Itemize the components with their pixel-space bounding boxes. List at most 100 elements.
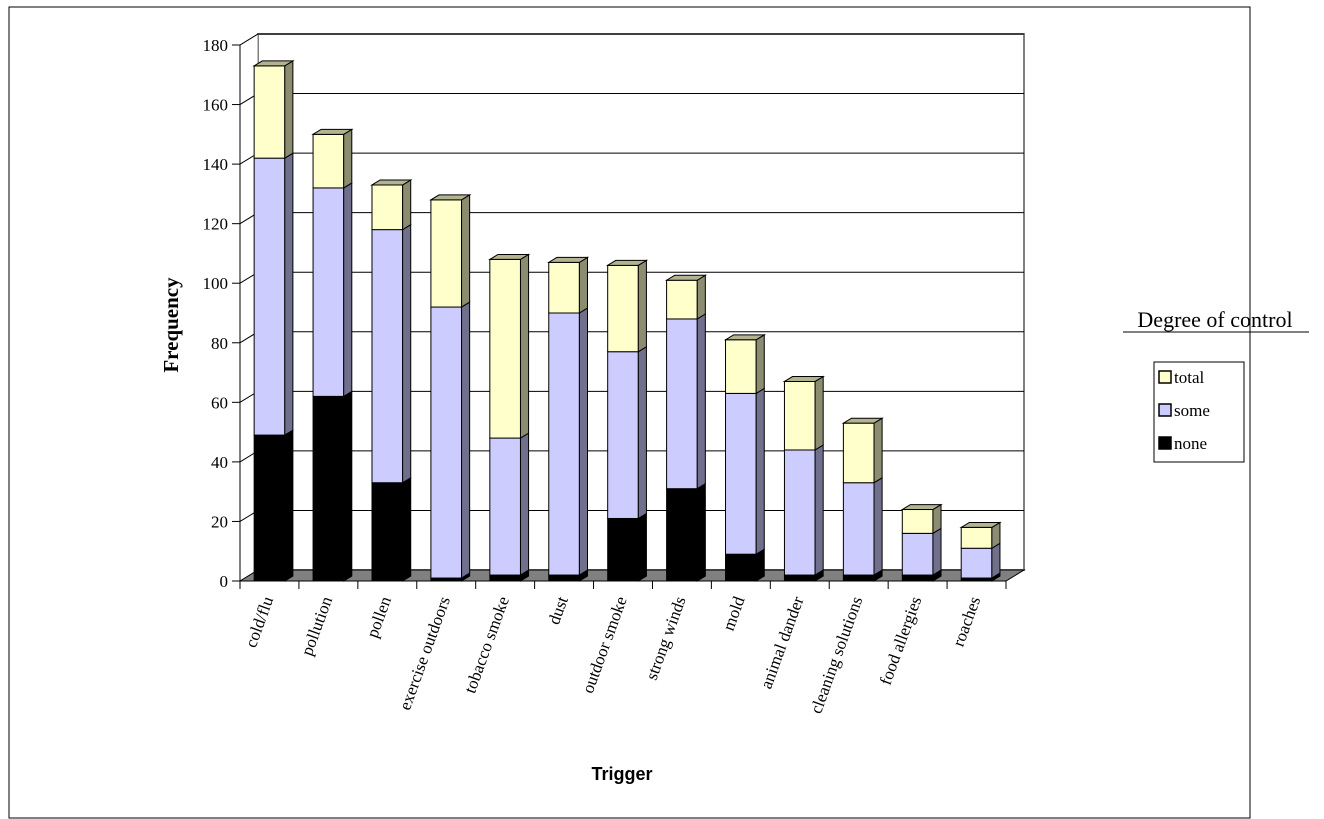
- bar-front: [783, 574, 816, 582]
- bar-side: [814, 444, 824, 576]
- legend: Degree of control total some none: [1123, 307, 1309, 463]
- bar-group: [900, 503, 943, 582]
- bar-some: [489, 432, 530, 576]
- bar-group: [959, 521, 1002, 582]
- y-tick-label: 20: [211, 512, 228, 531]
- bar-side: [873, 417, 883, 484]
- bar-some: [430, 301, 471, 579]
- bar-top: [429, 194, 472, 201]
- bar-side: [402, 179, 412, 231]
- bar-top: [605, 259, 649, 266]
- gridline: [239, 33, 1024, 46]
- bar-front: [253, 434, 286, 582]
- bar-front: [312, 133, 345, 189]
- bar-group: [546, 256, 590, 582]
- bar-total: [900, 503, 943, 535]
- y-tick-label: 180: [203, 36, 229, 55]
- bar-front: [371, 482, 404, 582]
- bar-side: [343, 128, 353, 189]
- bar-total: [311, 128, 354, 189]
- bar-top: [723, 334, 767, 341]
- bar-top: [664, 274, 708, 281]
- legend-label-some: some: [1174, 401, 1210, 420]
- y-tick-label: 60: [211, 393, 228, 412]
- bar-group: [605, 259, 649, 582]
- bar-some: [312, 182, 353, 398]
- bar-front: [312, 395, 345, 582]
- bar-some: [607, 345, 647, 520]
- bar-front: [783, 449, 816, 576]
- y-axis-title: Frequency: [159, 277, 183, 373]
- bar-none: [312, 390, 353, 582]
- bar-group: [311, 128, 354, 582]
- bar-some: [901, 527, 942, 576]
- bar-side: [637, 512, 647, 582]
- bar-side: [755, 387, 765, 556]
- bar-total: [959, 521, 1002, 550]
- bar-total: [546, 256, 590, 314]
- bar-top: [900, 504, 943, 511]
- legend-label-none: none: [1174, 434, 1207, 453]
- legend-swatch-total: [1158, 370, 1172, 384]
- bar-front: [842, 482, 875, 576]
- bar-front: [725, 392, 757, 555]
- bar-total: [370, 179, 413, 231]
- bar-group: [664, 274, 708, 582]
- bar-front: [548, 312, 580, 576]
- y-tick-label: 160: [203, 96, 229, 115]
- bar-some: [253, 152, 294, 436]
- bar-group: [429, 194, 472, 582]
- bar-front: [253, 65, 286, 159]
- bar-front: [430, 306, 463, 579]
- x-axis-title: Trigger: [591, 764, 652, 784]
- bar-front: [548, 574, 580, 582]
- legend-swatch-some: [1158, 403, 1172, 417]
- bar-front: [371, 229, 404, 484]
- bar-group: [252, 60, 295, 582]
- bar-top: [370, 179, 413, 186]
- y-tick-label: 120: [203, 215, 229, 234]
- bar-side: [284, 152, 294, 436]
- bar-top: [546, 256, 590, 263]
- bar-side: [343, 182, 353, 398]
- bar-total: [841, 417, 884, 484]
- bar-side: [637, 345, 647, 520]
- bar-side: [578, 307, 588, 576]
- bar-front: [842, 574, 875, 582]
- bar-some: [725, 387, 765, 556]
- bar-front: [901, 509, 934, 534]
- bar-group: [723, 333, 767, 582]
- bar-front: [842, 422, 875, 484]
- bar-none: [253, 429, 294, 582]
- bar-side: [461, 194, 471, 308]
- y-tick-label: 80: [211, 334, 228, 353]
- bar-side: [637, 259, 647, 353]
- bar-total: [488, 253, 531, 439]
- bar-side: [519, 253, 530, 439]
- bar-front: [607, 351, 639, 519]
- bar-side: [461, 301, 471, 579]
- bar-some: [548, 307, 588, 576]
- bar-front: [725, 553, 757, 582]
- bar-front: [312, 187, 345, 397]
- bar-top: [311, 128, 354, 135]
- bar-side: [814, 375, 824, 451]
- bar-front: [607, 517, 639, 582]
- bar-group: [370, 179, 413, 582]
- bar-top: [959, 521, 1002, 528]
- legend-label-total: total: [1174, 368, 1204, 387]
- y-tick-label: 0: [220, 572, 229, 591]
- bar-front: [666, 488, 698, 582]
- bar-group: [488, 253, 531, 582]
- bar-front: [607, 264, 639, 353]
- y-tick-label: 100: [203, 274, 229, 293]
- bar-some: [842, 476, 883, 576]
- bar-side: [696, 274, 706, 320]
- bar-side: [696, 313, 706, 490]
- bar-front: [548, 261, 580, 314]
- bar-side: [402, 223, 412, 484]
- bar-some: [783, 444, 824, 576]
- bar-front: [901, 532, 934, 576]
- bars: [252, 60, 1002, 582]
- bar-total: [252, 60, 295, 160]
